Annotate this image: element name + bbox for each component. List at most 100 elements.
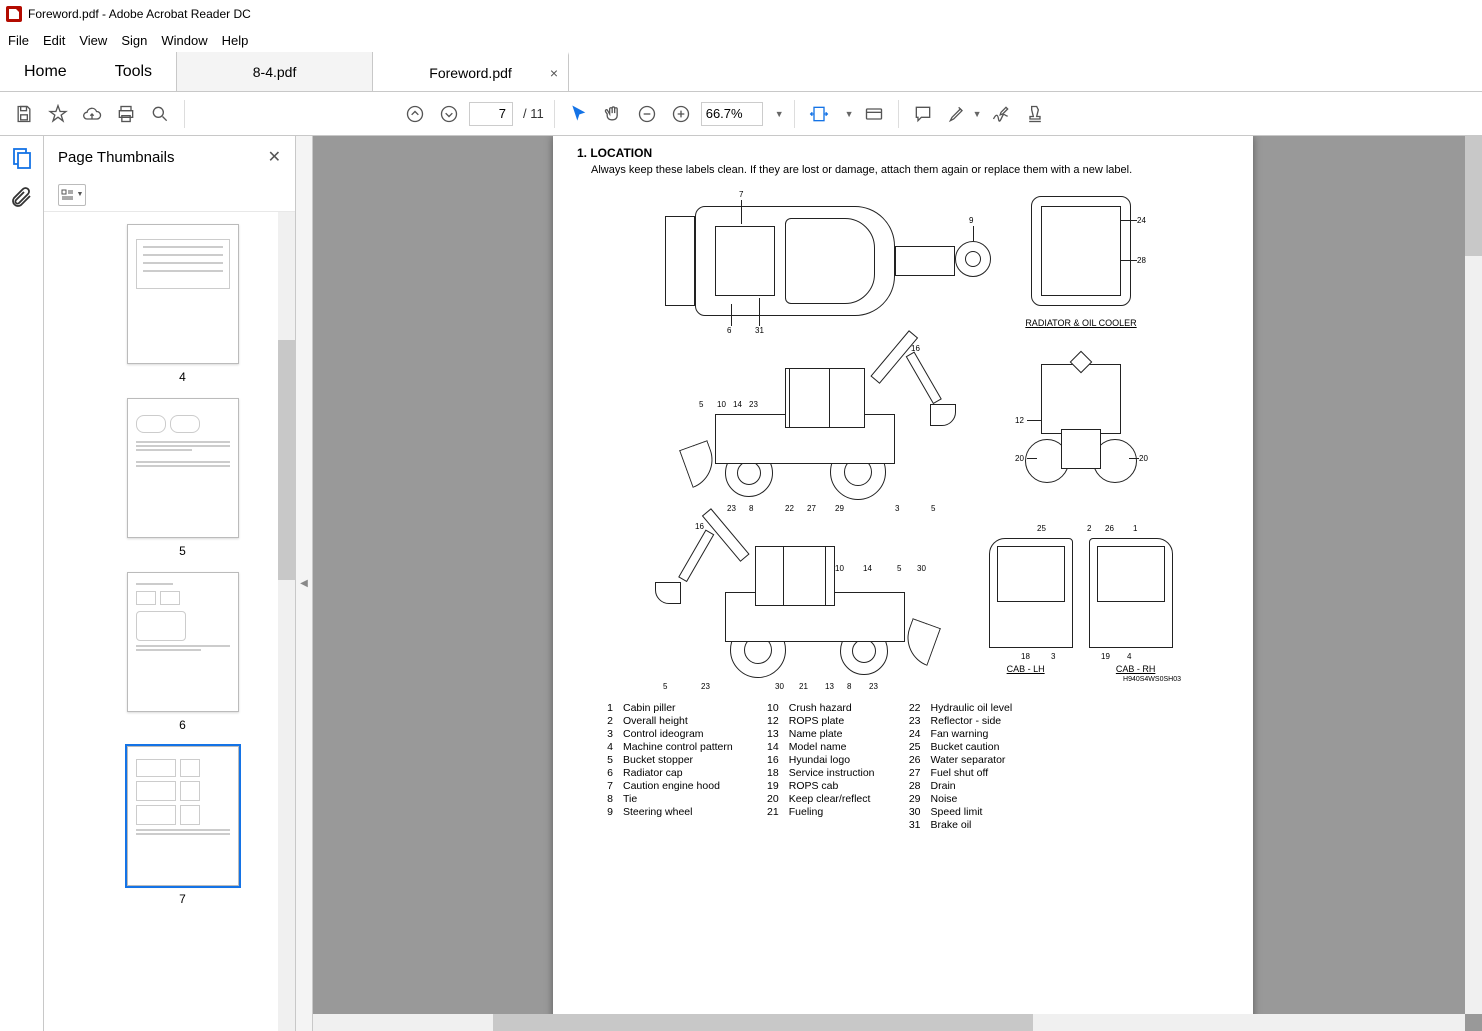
legend-table: 1Cabin piller2Overall height3Control ide…	[577, 702, 1229, 831]
sign-icon[interactable]	[987, 100, 1015, 128]
menu-file[interactable]: File	[8, 33, 29, 48]
fit-width-icon[interactable]	[805, 100, 833, 128]
document-horizontal-scroll-handle[interactable]	[493, 1014, 1033, 1031]
window-titlebar: Foreword.pdf - Adobe Acrobat Reader DC	[0, 0, 1482, 28]
thumbnail-page-number: 7	[179, 892, 186, 906]
thumbnails-scrollbar[interactable]	[278, 212, 295, 1031]
menu-sign[interactable]: Sign	[121, 33, 147, 48]
pointer-icon[interactable]	[565, 100, 593, 128]
main-content: Page Thumbnails ✕ ▼ 4567 ◀ 1. LOCATION A…	[0, 136, 1482, 1031]
legend-row: 12ROPS plate	[763, 715, 875, 727]
fit-dropdown-icon[interactable]: ▼	[845, 109, 854, 119]
document-vertical-scroll-handle[interactable]	[1465, 136, 1482, 256]
comment-icon[interactable]	[909, 100, 937, 128]
legend-text: ROPS plate	[789, 715, 844, 727]
diagram-radiator: 24 28 RADIATOR & OIL COOLER	[1011, 186, 1151, 336]
legend-number: 18	[763, 767, 779, 779]
thumbnails-rail-icon[interactable]	[10, 146, 34, 170]
legend-number: 29	[905, 793, 921, 805]
print-icon[interactable]	[112, 100, 140, 128]
thumbnails-options-button[interactable]: ▼	[58, 184, 86, 206]
attachments-rail-icon[interactable]	[10, 186, 34, 210]
legend-text: Water separator	[931, 754, 1006, 766]
legend-number: 9	[597, 806, 613, 818]
part-code-label: H940S4WS0SH03	[981, 676, 1181, 683]
pdf-page: 1. LOCATION Always keep these labels cle…	[553, 136, 1253, 1031]
tab-label: 8-4.pdf	[253, 64, 297, 80]
thumbnail-page-6[interactable]: 6	[90, 572, 275, 732]
document-tabs: 8-4.pdf Foreword.pdf ×	[177, 52, 569, 91]
legend-row: 5Bucket stopper	[597, 754, 733, 766]
menu-window[interactable]: Window	[161, 33, 207, 48]
home-tools-bar: Home Tools 8-4.pdf Foreword.pdf ×	[0, 52, 1482, 92]
legend-row: 27Fuel shut off	[905, 767, 1013, 779]
legend-number: 6	[597, 767, 613, 779]
legend-row: 14Model name	[763, 741, 875, 753]
tools-button[interactable]: Tools	[91, 52, 176, 91]
legend-row: 4Machine control pattern	[597, 741, 733, 753]
legend-row: 13Name plate	[763, 728, 875, 740]
highlight-dropdown-icon[interactable]: ▼	[973, 109, 982, 119]
home-button[interactable]: Home	[0, 52, 91, 91]
legend-text: Caution engine hood	[623, 780, 720, 792]
diagram-label-radiator: RADIATOR & OIL COOLER	[1011, 318, 1151, 328]
cloud-icon[interactable]	[78, 100, 106, 128]
tab-close-icon[interactable]: ×	[550, 65, 558, 81]
stamp-icon[interactable]	[1021, 100, 1049, 128]
legend-row: 19ROPS cab	[763, 780, 875, 792]
thumbnail-page-7[interactable]: 7	[90, 746, 275, 906]
legend-number: 14	[763, 741, 779, 753]
document-vertical-scrollbar[interactable]	[1465, 136, 1482, 1014]
zoom-in-icon[interactable]	[667, 100, 695, 128]
app-icon	[6, 6, 22, 22]
page-up-icon[interactable]	[401, 100, 429, 128]
thumbnails-scroll-handle[interactable]	[278, 340, 295, 580]
legend-row: 16Hyundai logo	[763, 754, 875, 766]
star-icon[interactable]	[44, 100, 72, 128]
thumbnail-page-5[interactable]: 5	[90, 398, 275, 558]
hand-icon[interactable]	[599, 100, 627, 128]
search-icon[interactable]	[146, 100, 174, 128]
legend-text: Control ideogram	[623, 728, 704, 740]
save-icon[interactable]	[10, 100, 38, 128]
document-horizontal-scrollbar[interactable]	[313, 1014, 1465, 1031]
legend-number: 31	[905, 819, 921, 831]
menu-help[interactable]: Help	[222, 33, 249, 48]
zoom-dropdown-icon[interactable]: ▼	[775, 109, 784, 119]
panel-collapse-handle[interactable]: ◀	[296, 136, 313, 1031]
legend-row: 20Keep clear/reflect	[763, 793, 875, 805]
legend-row: 18Service instruction	[763, 767, 875, 779]
section-heading: 1. LOCATION	[577, 146, 1229, 160]
tab-foreword[interactable]: Foreword.pdf ×	[373, 52, 569, 91]
read-mode-icon[interactable]	[860, 100, 888, 128]
thumbnail-page-4[interactable]: 4	[90, 224, 275, 384]
menu-edit[interactable]: Edit	[43, 33, 65, 48]
legend-row: 31Brake oil	[905, 819, 1013, 831]
page-number-input[interactable]	[469, 102, 513, 126]
thumbnails-header: Page Thumbnails ✕	[44, 136, 295, 178]
main-toolbar: / 11 66.7% ▼ ▼ ▼	[0, 92, 1482, 136]
zoom-out-icon[interactable]	[633, 100, 661, 128]
highlight-icon[interactable]	[943, 100, 971, 128]
legend-text: Cabin piller	[623, 702, 676, 714]
legend-row: 6Radiator cap	[597, 767, 733, 779]
legend-number: 16	[763, 754, 779, 766]
page-down-icon[interactable]	[435, 100, 463, 128]
thumbnails-list: 456 7	[44, 212, 295, 1031]
legend-text: Fuel shut off	[931, 767, 989, 779]
legend-text: Drain	[931, 780, 956, 792]
menu-view[interactable]: View	[79, 33, 107, 48]
legend-text: ROPS cab	[789, 780, 839, 792]
thumbnails-close-icon[interactable]: ✕	[268, 147, 281, 167]
legend-row: 10Crush hazard	[763, 702, 875, 714]
zoom-level-label: 66.7%	[706, 106, 743, 121]
legend-text: Overall height	[623, 715, 688, 727]
zoom-level-select[interactable]: 66.7%	[701, 102, 763, 126]
legend-number: 10	[763, 702, 779, 714]
legend-text: Bucket caution	[931, 741, 1000, 753]
document-viewport[interactable]: 1. LOCATION Always keep these labels cle…	[313, 136, 1482, 1031]
tab-label: Foreword.pdf	[429, 65, 511, 81]
legend-row: 25Bucket caution	[905, 741, 1013, 753]
tab-8-4[interactable]: 8-4.pdf	[177, 52, 373, 91]
legend-number: 28	[905, 780, 921, 792]
